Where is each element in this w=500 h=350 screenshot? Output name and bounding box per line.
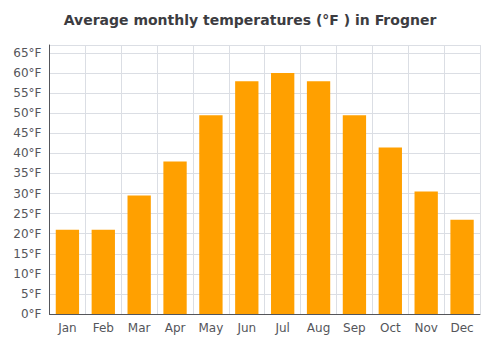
svg-text:Oct: Oct	[380, 321, 401, 335]
svg-text:5°F: 5°F	[21, 287, 42, 301]
svg-text:25°F: 25°F	[13, 207, 41, 221]
svg-text:40°F: 40°F	[13, 146, 41, 160]
svg-text:65°F: 65°F	[13, 46, 41, 60]
svg-text:May: May	[199, 321, 224, 335]
svg-text:Average monthly temperatures (: Average monthly temperatures (°F ) in Fr…	[64, 12, 437, 28]
svg-text:Dec: Dec	[450, 321, 473, 335]
svg-text:20°F: 20°F	[13, 227, 41, 241]
svg-text:60°F: 60°F	[13, 66, 41, 80]
svg-text:Jul: Jul	[274, 321, 289, 335]
svg-text:30°F: 30°F	[13, 187, 41, 201]
svg-text:Aug: Aug	[307, 321, 330, 335]
svg-text:50°F: 50°F	[13, 106, 41, 120]
svg-text:35°F: 35°F	[13, 166, 41, 180]
svg-text:0°F: 0°F	[21, 307, 42, 321]
svg-text:10°F: 10°F	[13, 267, 41, 281]
svg-text:15°F: 15°F	[13, 247, 41, 261]
svg-text:45°F: 45°F	[13, 126, 41, 140]
svg-text:Nov: Nov	[414, 321, 437, 335]
svg-text:Feb: Feb	[93, 321, 114, 335]
svg-text:Mar: Mar	[128, 321, 151, 335]
svg-text:55°F: 55°F	[13, 86, 41, 100]
svg-text:Sep: Sep	[343, 321, 366, 335]
svg-text:Jun: Jun	[236, 321, 256, 335]
svg-text:Jan: Jan	[57, 321, 77, 335]
svg-text:Apr: Apr	[165, 321, 186, 335]
